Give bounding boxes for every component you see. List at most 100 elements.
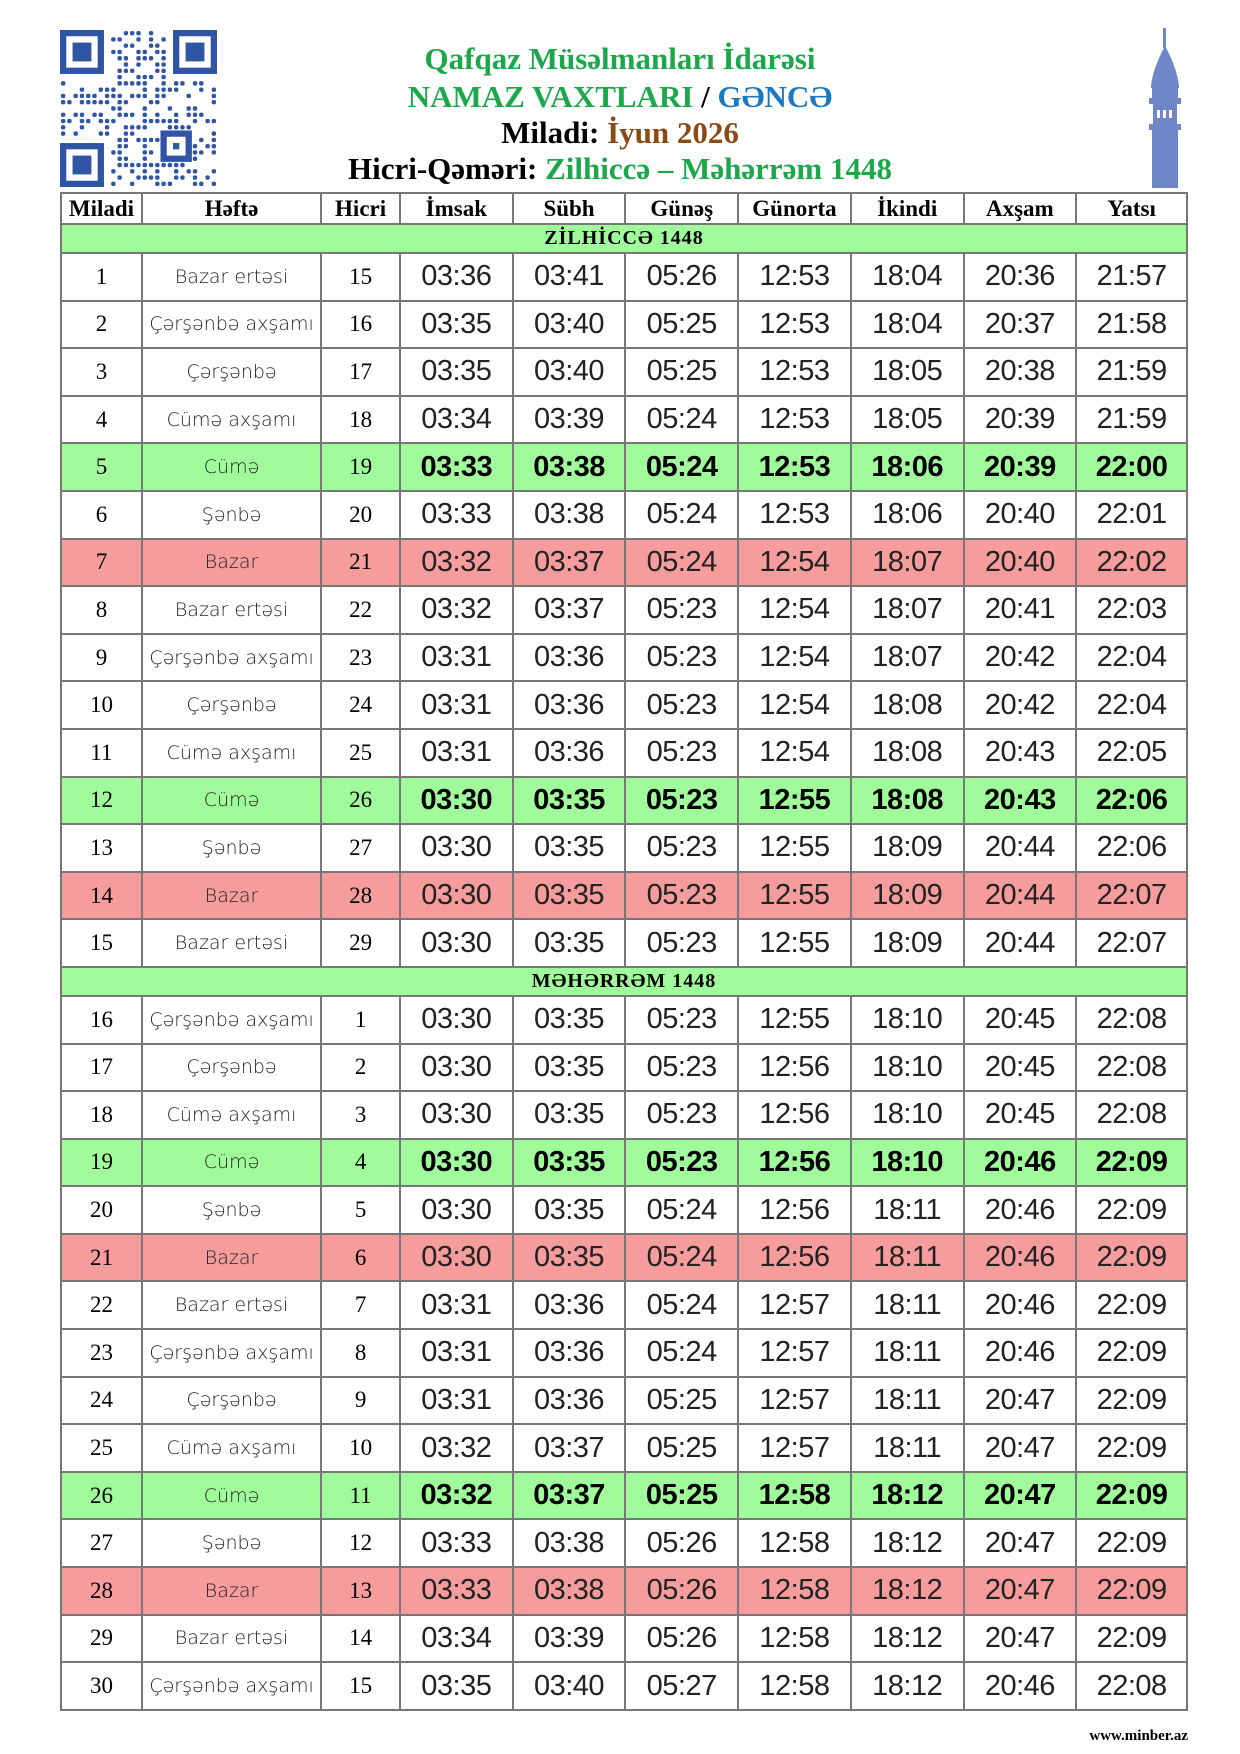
ikindi-cell: 18:08: [849, 680, 965, 730]
hijri-day-cell: 13: [320, 1566, 401, 1616]
imsak-cell: 03:31: [399, 1280, 514, 1331]
gunorta-cell: 12:56: [737, 1137, 852, 1188]
hijri-day-cell: 23: [320, 632, 401, 683]
weekday-cell: Bazar ertəsi: [140, 252, 323, 302]
hijri-day-cell: 22: [320, 585, 401, 635]
weekday-cell: Çərşənbə axşamı: [140, 299, 323, 350]
table-row: 19 Cümə 4 03:30 03:35 05:23 12:56 18:10 20:46 22:…: [60, 1137, 1188, 1188]
yatsi-cell: 22:02: [1075, 537, 1188, 588]
weekday-cell: Çərşənbə: [140, 347, 323, 397]
imsak-cell: 03:33: [399, 1566, 514, 1616]
gunes-cell: 05:26: [624, 1613, 740, 1664]
gregorian-day-cell: 27: [60, 1518, 143, 1569]
gunes-cell: 05:24: [624, 1185, 740, 1235]
section-row: ZİLHİCCƏ 1448: [60, 223, 1188, 254]
table-row: 20 Şənbə 5 03:30 03:35 05:24 12:56 18:11 20:46 22…: [60, 1185, 1188, 1235]
imsak-cell: 03:30: [399, 1185, 514, 1235]
gregorian-day-cell: 10: [60, 680, 143, 730]
weekday-cell: Şənbə: [140, 1185, 323, 1235]
column-header: Axşam: [962, 192, 1078, 225]
axsam-cell: 20:47: [962, 1613, 1078, 1664]
weekday-cell: Cümə: [140, 1470, 323, 1521]
imsak-cell: 03:31: [399, 632, 514, 683]
weekday-cell: Cümə: [140, 775, 323, 826]
axsam-cell: 20:39: [962, 442, 1078, 492]
gunes-cell: 05:24: [624, 442, 740, 492]
gregorian-day-cell: 23: [60, 1328, 143, 1378]
yatsi-cell: 22:04: [1075, 632, 1188, 683]
column-header: İkindi: [849, 192, 965, 225]
subh-cell: 03:40: [511, 347, 627, 397]
subh-cell: 03:36: [511, 1280, 627, 1331]
gunes-cell: 05:25: [624, 1423, 740, 1473]
axsam-cell: 20:43: [962, 727, 1078, 778]
hijri-day-cell: 12: [320, 1518, 401, 1569]
axsam-cell: 20:43: [962, 775, 1078, 826]
subh-cell: 03:35: [511, 775, 627, 826]
table-row: 29 Bazar ertəsi 14 03:34 03:39 05:26 12:58 18:1…: [60, 1613, 1188, 1664]
axsam-cell: 20:44: [962, 870, 1078, 921]
subh-cell: 03:35: [511, 994, 627, 1045]
weekday-cell: Şənbə: [140, 823, 323, 873]
gregorian-day-cell: 8: [60, 585, 143, 635]
imsak-cell: 03:33: [399, 489, 514, 540]
hijri-day-cell: 15: [320, 252, 401, 302]
table-row: 23 Çərşənbə axşamı 8 03:31 03:36 05:24 12:57 18…: [60, 1328, 1188, 1378]
axsam-cell: 20:45: [962, 1090, 1078, 1140]
column-header: Yatsı: [1075, 192, 1188, 225]
subh-cell: 03:35: [511, 823, 627, 873]
yatsi-cell: 22:08: [1075, 1661, 1188, 1711]
hijri-day-cell: 20: [320, 489, 401, 540]
ikindi-cell: 18:09: [849, 918, 965, 968]
gunorta-cell: 12:54: [737, 727, 852, 778]
gunes-cell: 05:25: [624, 1375, 740, 1426]
yatsi-cell: 21:59: [1075, 394, 1188, 445]
subh-cell: 03:37: [511, 1423, 627, 1473]
subh-cell: 03:38: [511, 489, 627, 540]
gunorta-cell: 12:57: [737, 1280, 852, 1331]
weekday-cell: Bazar: [140, 1566, 323, 1616]
table-row: 24 Çərşənbə 9 03:31 03:36 05:25 12:57 18:11 20:4…: [60, 1375, 1188, 1426]
hijri-day-cell: 4: [320, 1137, 401, 1188]
hijri-day-cell: 8: [320, 1328, 401, 1378]
qr-code[interactable]: [60, 30, 217, 187]
gregorian-label: Miladi:: [501, 115, 608, 150]
gregorian-day-cell: 20: [60, 1185, 143, 1235]
hijri-day-cell: 7: [320, 1280, 401, 1331]
hijri-day-cell: 1: [320, 994, 401, 1045]
weekday-cell: Cümə: [140, 442, 323, 492]
weekday-cell: Cümə axşamı: [140, 394, 323, 445]
gregorian-day-cell: 12: [60, 775, 143, 826]
ikindi-cell: 18:10: [849, 994, 965, 1045]
yatsi-cell: 22:09: [1075, 1328, 1188, 1378]
gunorta-cell: 12:55: [737, 823, 852, 873]
hijri-day-cell: 6: [320, 1232, 401, 1283]
gunes-cell: 05:27: [624, 1661, 740, 1711]
ikindi-cell: 18:05: [849, 347, 965, 397]
weekday-cell: Cümə axşamı: [140, 1090, 323, 1140]
website-link[interactable]: www.minber.az: [1089, 1728, 1188, 1744]
hijri-day-cell: 5: [320, 1185, 401, 1235]
subh-cell: 03:37: [511, 585, 627, 635]
table-row: 9 Çərşənbə axşamı 23 03:31 03:36 05:23 12:54 18…: [60, 632, 1188, 683]
imsak-cell: 03:33: [399, 442, 514, 492]
section-title: MƏHƏRRƏM 1448: [60, 965, 1188, 997]
weekday-cell: Çərşənbə: [140, 1375, 323, 1426]
hijri-day-cell: 15: [320, 1661, 401, 1711]
axsam-cell: 20:37: [962, 299, 1078, 350]
weekday-cell: Bazar ertəsi: [140, 1280, 323, 1331]
table-row: 14 Bazar 28 03:30 03:35 05:23 12:55 18:09 20:44 2…: [60, 870, 1188, 921]
ikindi-cell: 18:08: [849, 727, 965, 778]
axsam-cell: 20:46: [962, 1137, 1078, 1188]
hijri-day-cell: 18: [320, 394, 401, 445]
gunorta-cell: 12:53: [737, 489, 852, 540]
gunorta-cell: 12:56: [737, 1232, 852, 1283]
gregorian-day-cell: 15: [60, 918, 143, 968]
table-row: 16 Çərşənbə axşamı 1 03:30 03:35 05:23 12:55 18…: [60, 994, 1188, 1045]
yatsi-cell: 21:59: [1075, 347, 1188, 397]
subh-cell: 03:37: [511, 537, 627, 588]
gunorta-cell: 12:58: [737, 1661, 852, 1711]
yatsi-cell: 22:09: [1075, 1613, 1188, 1664]
weekday-cell: Çərşənbə axşamı: [140, 994, 323, 1045]
table-row: 27 Şənbə 12 03:33 03:38 05:26 12:58 18:12 20:47 2…: [60, 1518, 1188, 1569]
